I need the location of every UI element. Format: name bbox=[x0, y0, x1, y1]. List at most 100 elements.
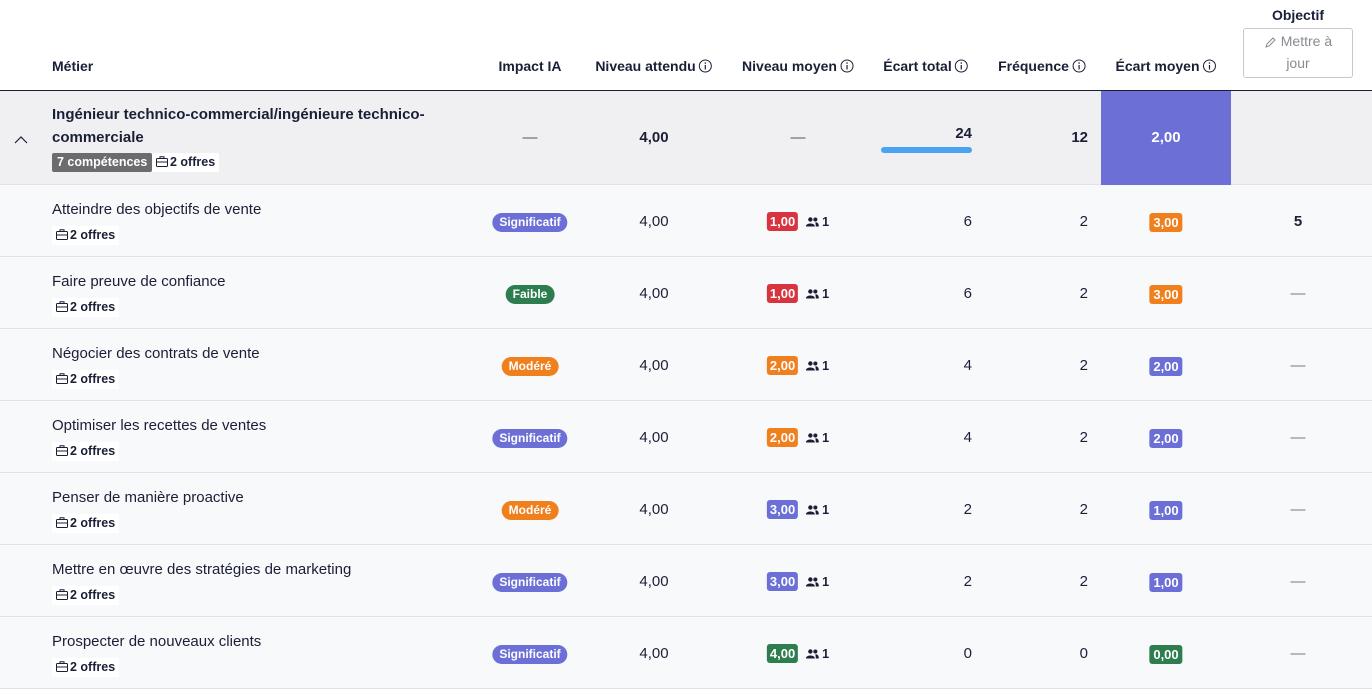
impact-badge: Modéré bbox=[501, 356, 559, 376]
niveau-moyen-cell: 3,00 1 bbox=[766, 500, 830, 520]
group-ecart-moyen: 2,00 bbox=[1151, 129, 1181, 146]
group-frequence: 12 bbox=[1071, 129, 1088, 146]
header-frequence: Fréquence bbox=[998, 56, 1086, 76]
info-icon bbox=[840, 59, 854, 73]
niveau-moyen-badge: 1,00 bbox=[766, 212, 799, 231]
row-background bbox=[0, 617, 1372, 689]
objectif: — bbox=[1290, 645, 1306, 662]
niveau-moyen-cell: 1,00 1 bbox=[766, 212, 829, 232]
people-count: 1 bbox=[822, 431, 830, 445]
objectif: — bbox=[1290, 357, 1306, 374]
row-background bbox=[0, 401, 1372, 473]
niveau-attendu: 4,00 bbox=[639, 501, 669, 518]
people-icon bbox=[806, 217, 820, 227]
ecart-total: 0 bbox=[963, 645, 972, 662]
header-metier: Métier bbox=[52, 58, 94, 74]
niveau-moyen-cell: 4,00 1 bbox=[766, 644, 830, 664]
header-niveau-attendu: Niveau attendu bbox=[595, 56, 713, 76]
offer-icon bbox=[56, 589, 68, 600]
skill-name: Négocier des contrats de vente bbox=[52, 345, 260, 362]
header-niveau-moyen: Niveau moyen bbox=[742, 56, 854, 76]
info-icon bbox=[1072, 59, 1086, 73]
ecart-moyen-badge: 1,00 bbox=[1149, 500, 1183, 520]
ecart-total: 2 bbox=[963, 573, 972, 590]
header-ecart-moyen: Écart moyen bbox=[1115, 56, 1217, 76]
niveau-moyen-cell: 2,00 1 bbox=[766, 428, 830, 448]
skill-name: Prospecter de nouveaux clients bbox=[52, 633, 262, 650]
niveau-moyen-badge: 3,00 bbox=[766, 500, 799, 519]
frequence: 2 bbox=[1079, 357, 1088, 374]
niveau-moyen-badge: 2,00 bbox=[766, 428, 799, 447]
impact-badge: Significatif bbox=[492, 572, 568, 592]
ecart-moyen-badge: 2,00 bbox=[1149, 428, 1183, 448]
skill-name: Penser de manière proactive bbox=[52, 489, 244, 506]
group-niveau-attendu: 4,00 bbox=[639, 129, 669, 146]
objectif: — bbox=[1290, 501, 1306, 518]
skill-name: Atteindre des objectifs de vente bbox=[52, 201, 262, 218]
row-background bbox=[0, 257, 1372, 329]
group-ecart-total: 24 bbox=[955, 125, 972, 142]
niveau-moyen-cell: 1,00 1 bbox=[766, 284, 829, 304]
competences-tag: 7 compétences bbox=[52, 153, 153, 172]
header-border bbox=[0, 90, 1372, 91]
people-icon bbox=[806, 577, 820, 587]
header-ecart-total: Écart total bbox=[883, 56, 969, 76]
niveau-moyen-badge: 4,00 bbox=[766, 644, 799, 663]
ecart-moyen-badge: 3,00 bbox=[1149, 284, 1183, 304]
people-icon bbox=[806, 433, 820, 443]
ecart-total: 4 bbox=[963, 429, 972, 446]
offer-icon bbox=[56, 445, 68, 456]
update-button[interactable]: Mettre à jour bbox=[1243, 28, 1353, 78]
offer-icon bbox=[156, 156, 168, 168]
collapse-chevron[interactable] bbox=[14, 131, 28, 149]
impact-badge: Faible bbox=[505, 284, 555, 304]
progress-bar bbox=[881, 147, 972, 153]
frequence: 2 bbox=[1079, 573, 1088, 590]
ecart-moyen-badge: 2,00 bbox=[1149, 356, 1183, 376]
group-niveau-moyen: — bbox=[790, 129, 806, 146]
frequence: 0 bbox=[1079, 645, 1088, 662]
ecart-moyen-badge: 1,00 bbox=[1149, 572, 1183, 592]
offer-icon bbox=[56, 301, 68, 312]
ecart-total: 6 bbox=[963, 285, 972, 302]
people-icon bbox=[806, 505, 820, 515]
objectif: — bbox=[1290, 573, 1306, 590]
offer-icon bbox=[56, 373, 68, 384]
skill-name: Optimiser les recettes de ventes bbox=[52, 417, 267, 434]
offers-tag: 2 offres bbox=[52, 369, 120, 389]
impact-badge: Significatif bbox=[492, 428, 568, 448]
skill-name: Mettre en œuvre des stratégies de market… bbox=[52, 561, 352, 578]
people-count: 1 bbox=[822, 359, 830, 373]
niveau-moyen-cell: 3,00 1 bbox=[766, 572, 830, 592]
niveau-attendu: 4,00 bbox=[639, 357, 669, 374]
frequence: 2 bbox=[1079, 213, 1088, 230]
update-button-label: Mettre à jour bbox=[1280, 33, 1333, 71]
offers-tag: 2 offres bbox=[52, 585, 120, 605]
ecart-moyen-badge: 3,00 bbox=[1149, 212, 1183, 232]
ecart-total: 4 bbox=[963, 357, 972, 374]
group-name: Ingénieur technico-commercial/ingénieure… bbox=[52, 106, 425, 146]
niveau-moyen-badge: 3,00 bbox=[766, 572, 799, 591]
group-impact: — bbox=[522, 129, 538, 146]
row-background bbox=[0, 185, 1372, 257]
people-count: 1 bbox=[822, 647, 830, 661]
offers-tag: 2 offres bbox=[52, 441, 120, 461]
info-icon bbox=[955, 59, 969, 73]
niveau-moyen-badge: 1,00 bbox=[766, 284, 799, 303]
info-icon bbox=[1203, 59, 1217, 73]
niveau-attendu: 4,00 bbox=[639, 429, 669, 446]
offer-icon bbox=[56, 517, 68, 528]
niveau-moyen-cell: 2,00 1 bbox=[766, 356, 830, 376]
niveau-attendu: 4,00 bbox=[639, 213, 669, 230]
niveau-attendu: 4,00 bbox=[639, 645, 669, 662]
people-count: 1 bbox=[822, 575, 830, 589]
offers-tag: 2 offres bbox=[52, 297, 120, 317]
objectif: — bbox=[1290, 285, 1306, 302]
people-count: 1 bbox=[822, 503, 830, 517]
offers-tag: 2 offres bbox=[152, 153, 220, 172]
info-icon bbox=[699, 59, 713, 73]
frequence: 2 bbox=[1079, 429, 1088, 446]
objectif: — bbox=[1290, 429, 1306, 446]
row-background bbox=[0, 473, 1372, 545]
offers-tag: 2 offres bbox=[52, 513, 120, 533]
